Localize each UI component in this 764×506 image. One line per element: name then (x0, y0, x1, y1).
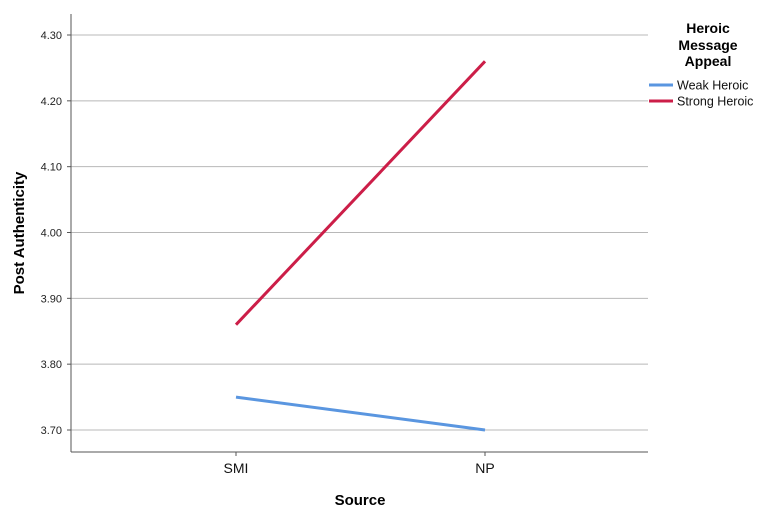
gridlines (71, 34, 648, 431)
y-tick-label: 4.00 (41, 228, 62, 240)
y-tick-label: 3.70 (41, 425, 62, 437)
x-tick-label: NP (475, 460, 494, 476)
x-tick-label: SMI (224, 460, 249, 476)
y-axis-title: Post Authenticity (11, 171, 28, 294)
legend: Heroic Message Appeal Weak Heroic Strong … (649, 20, 753, 109)
legend-title-line-3: Appeal (685, 53, 732, 69)
series-line-weak-heroic (235, 395, 486, 432)
y-tick-label: 4.30 (41, 30, 62, 42)
legend-label-weak-heroic: Weak Heroic (677, 79, 748, 93)
x-axis-title: Source (335, 492, 386, 506)
legend-title-line-2: Message (678, 37, 737, 53)
y-tick-label: 3.80 (41, 359, 62, 371)
legend-label-strong-heroic: Strong Heroic (677, 95, 753, 109)
y-tick-label: 4.20 (41, 96, 62, 108)
series-lines (234, 60, 487, 432)
series-line-strong-heroic (234, 60, 487, 326)
x-tick-labels: SMI NP (224, 452, 495, 476)
y-tick-label: 4.10 (41, 162, 62, 174)
y-tick-label: 3.90 (41, 293, 62, 305)
legend-title-line-1: Heroic (686, 20, 730, 36)
y-tick-labels: 3.70 3.80 3.90 4.00 4.10 4.20 4.30 (41, 30, 71, 437)
